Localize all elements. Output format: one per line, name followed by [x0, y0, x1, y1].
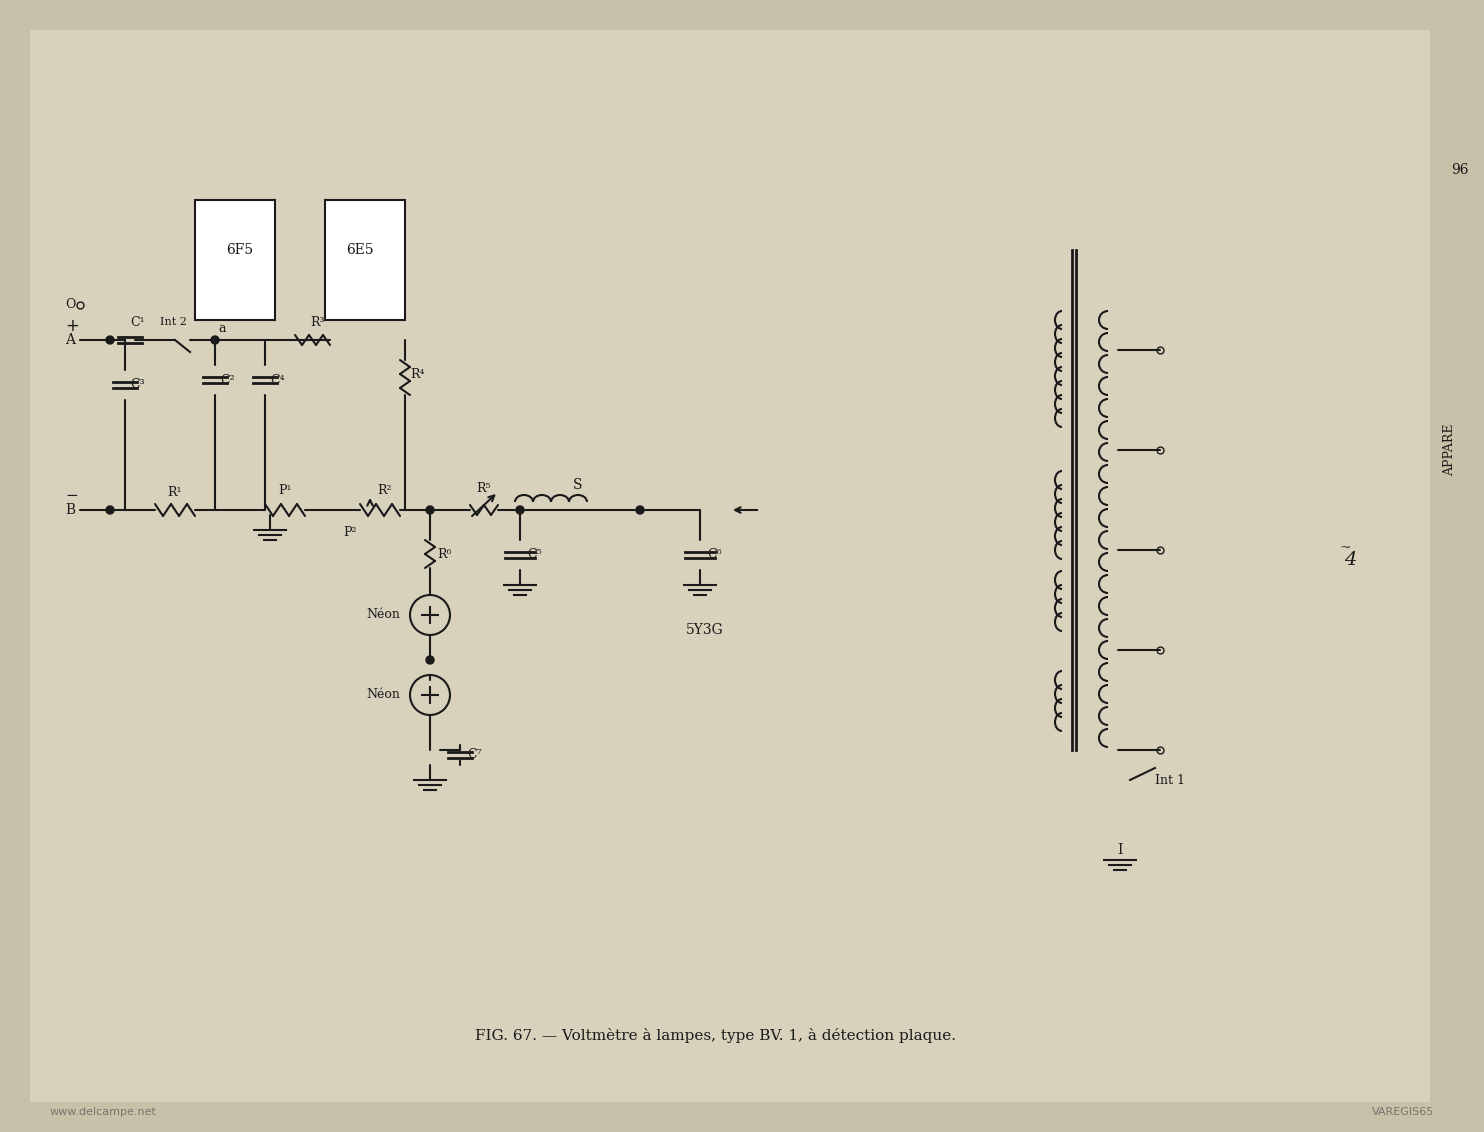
Circle shape [426, 506, 433, 514]
Text: R¹: R¹ [168, 486, 183, 498]
Text: www.delcampe.net: www.delcampe.net [50, 1107, 157, 1117]
Text: 5Y3G: 5Y3G [686, 623, 724, 637]
Text: R⁵: R⁵ [476, 481, 491, 495]
Circle shape [637, 506, 644, 514]
Text: S: S [573, 478, 583, 492]
Text: C²: C² [221, 374, 236, 386]
Text: C¹: C¹ [131, 316, 145, 328]
Circle shape [211, 336, 220, 344]
Circle shape [426, 657, 433, 664]
Text: Néon: Néon [367, 609, 401, 621]
Text: O: O [65, 299, 76, 311]
Text: R³: R³ [310, 316, 325, 328]
Text: ~: ~ [1339, 541, 1350, 555]
Text: a: a [218, 321, 226, 334]
Text: R⁶: R⁶ [438, 549, 453, 561]
Text: 6F5: 6F5 [227, 243, 254, 257]
Text: Int 2: Int 2 [160, 317, 187, 327]
Text: R²: R² [378, 483, 392, 497]
Text: C⁷: C⁷ [467, 748, 482, 762]
Text: FIG. 67. — Voltmètre à lampes, type BV. 1, à détection plaque.: FIG. 67. — Voltmètre à lampes, type BV. … [475, 1028, 956, 1044]
Text: C⁵: C⁵ [528, 549, 542, 561]
Bar [194, 200, 275, 320]
Text: Néon: Néon [367, 688, 401, 702]
Text: R⁴: R⁴ [411, 369, 426, 381]
Circle shape [516, 506, 524, 514]
Text: −: − [65, 489, 79, 504]
Bar [325, 200, 405, 320]
Text: C⁶: C⁶ [708, 549, 723, 561]
Text: B: B [65, 503, 76, 517]
Text: A: A [65, 333, 76, 348]
Text: VAREGIS65: VAREGIS65 [1371, 1107, 1434, 1117]
Text: Int 1: Int 1 [1155, 773, 1186, 787]
Text: P¹: P¹ [278, 483, 292, 497]
Text: 96: 96 [1451, 163, 1469, 177]
Circle shape [105, 506, 114, 514]
Text: 6E5: 6E5 [346, 243, 374, 257]
Text: +: + [65, 317, 79, 335]
Text: C⁴: C⁴ [270, 374, 285, 386]
Text: 4: 4 [1345, 551, 1356, 569]
Text: P²: P² [343, 525, 356, 539]
Circle shape [105, 336, 114, 344]
Text: APPARE: APPARE [1444, 423, 1456, 477]
Text: C³: C³ [131, 378, 145, 392]
Text: I: I [1117, 843, 1123, 857]
